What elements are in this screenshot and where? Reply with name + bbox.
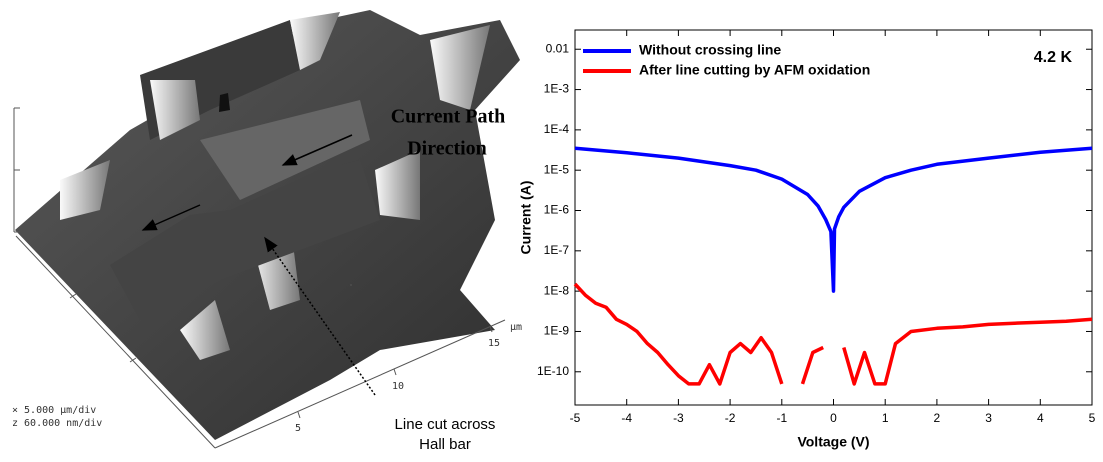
axis-tick: 5 <box>295 423 301 434</box>
x-tick-label: -2 <box>725 411 736 425</box>
x-tick-label: -1 <box>776 411 787 425</box>
axis-tick: 15 <box>488 338 500 349</box>
x-tick-label: -5 <box>570 411 581 425</box>
axis-tick: 10 <box>392 381 404 392</box>
cut-label: Hall bar <box>419 436 471 453</box>
y-tick-label: 1E-7 <box>544 243 570 257</box>
y-tick-label: 1E-8 <box>544 283 570 297</box>
x-tick-label: -3 <box>673 411 684 425</box>
y-tick-label: 1E-4 <box>544 122 570 136</box>
y-tick-label: 1E-9 <box>544 324 570 338</box>
x-tick-label: 2 <box>934 411 941 425</box>
legend-label: After line cutting by AFM oxidation <box>639 62 870 78</box>
x-tick-label: 0 <box>830 411 837 425</box>
cut-label: Line cut across <box>395 416 496 433</box>
y-tick-label: 1E-10 <box>537 364 569 378</box>
y-tick-label: 1E-5 <box>544 162 570 176</box>
annotation: 4.2 K <box>1034 49 1073 66</box>
y-axis-title: Current (A) <box>518 181 534 255</box>
x-tick-label: 4 <box>1037 411 1044 425</box>
arrow-label: Current Path <box>391 106 506 128</box>
arrow-label: Direction <box>407 138 487 160</box>
figure: Current Path Direction Line cut across H… <box>0 0 1103 457</box>
x-tick-label: 1 <box>882 411 889 425</box>
y-tick-label: 1E-3 <box>544 82 570 96</box>
chart: 1E-10 1E-9 1E-8 1E-7 1E-6 1E-5 1E-4 1E-3 0.01 -5 -… <box>518 30 1096 450</box>
afm-image: Current Path Direction Line cut across H… <box>12 10 522 453</box>
legend-label: Without crossing line <box>639 42 781 58</box>
x-tick-label: -4 <box>621 411 632 425</box>
scale-label: z 60.000 nm/div <box>12 418 102 429</box>
scale-label: × 5.000 µm/div <box>12 405 96 416</box>
series-line <box>575 284 1092 384</box>
axis-unit: µm <box>510 322 522 333</box>
y-tick-label: 1E-6 <box>544 203 570 217</box>
x-tick-label: 3 <box>985 411 992 425</box>
x-axis-title: Voltage (V) <box>797 434 869 450</box>
series-line <box>575 148 1092 291</box>
x-tick-label: 5 <box>1089 411 1096 425</box>
y-tick-label: 0.01 <box>546 41 570 55</box>
